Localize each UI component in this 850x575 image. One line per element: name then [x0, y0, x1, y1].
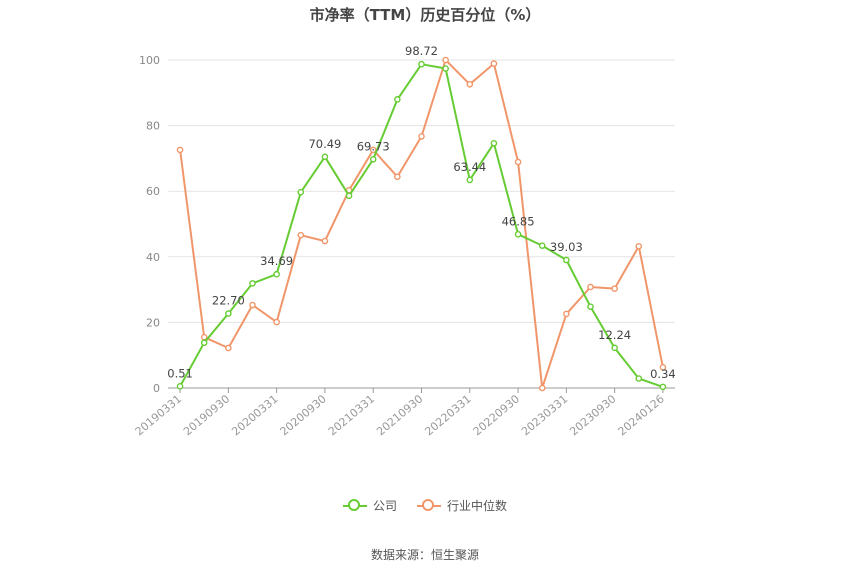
data-label: 22.70	[212, 294, 245, 308]
data-label: 0.34	[650, 367, 676, 381]
x-tick-label: 20240126	[616, 392, 667, 438]
series-point-1	[394, 173, 401, 181]
series-point-1	[538, 384, 546, 392]
x-tick-label: 20190930	[181, 392, 232, 438]
chart-title: 市净率（TTM）历史百分位（%）	[309, 6, 541, 24]
series-point-1	[297, 231, 305, 239]
data-label: 70.49	[308, 137, 341, 151]
x-tick-label: 20230331	[519, 392, 570, 438]
series-point-1	[249, 301, 256, 309]
series-point-1	[563, 310, 570, 318]
series-point-0	[273, 270, 280, 278]
legend-swatch	[417, 498, 441, 512]
series-point-0	[466, 176, 474, 184]
series-point-1	[369, 146, 377, 154]
y-tick-label: 20	[146, 316, 160, 329]
x-tick-label: 20210331	[326, 392, 377, 438]
data-label: 69.73	[357, 139, 390, 153]
data-label: 98.72	[405, 44, 438, 58]
y-tick-label: 60	[146, 185, 160, 198]
y-tick-label: 40	[146, 251, 160, 264]
data-label: 12.24	[598, 328, 631, 342]
series-point-1	[490, 60, 498, 67]
x-tick-label: 20230930	[567, 392, 618, 438]
source-note: 数据来源：恒生聚源	[370, 548, 479, 562]
data-label-layer: 0.51 22.70 34.69 70.49 69.73 98.72 63.44 46.85 3…	[167, 44, 675, 381]
series-point-1	[225, 344, 232, 352]
data-label: 63.44	[453, 160, 486, 174]
series-layer	[176, 56, 667, 392]
series-line-0	[179, 63, 664, 388]
series-point-1	[514, 158, 522, 166]
y-tick-label: 0	[153, 382, 160, 395]
series-point-0	[297, 188, 305, 196]
x-tick-label: 20200930	[278, 392, 329, 438]
series-point-0	[321, 153, 329, 161]
legend-item-0[interactable]: 公司	[342, 497, 397, 514]
series-point-0	[514, 231, 522, 238]
y-tick-label: 100	[139, 54, 160, 67]
series-point-0	[611, 344, 618, 352]
legend-label: 行业中位数	[447, 499, 508, 513]
series-point-1	[321, 237, 329, 245]
series-point-0	[345, 192, 353, 200]
series-point-1	[587, 283, 594, 291]
x-tick-label: 20220331	[422, 392, 473, 438]
series-point-0	[587, 303, 594, 310]
series-point-1	[442, 56, 449, 64]
series-point-0	[200, 339, 208, 347]
series-point-1	[273, 318, 280, 326]
series-point-0	[249, 280, 256, 287]
series-point-1	[176, 146, 184, 154]
series-point-0	[635, 375, 643, 382]
y-tick-label: 80	[146, 120, 160, 133]
series-point-1	[466, 80, 474, 88]
data-label: 39.03	[550, 240, 583, 254]
x-tick-label: 20200331	[229, 392, 280, 438]
series-point-0	[225, 310, 232, 317]
series-point-1	[611, 285, 618, 292]
x-tick-label: 20220930	[471, 392, 522, 438]
series-point-0	[176, 383, 184, 390]
legend-item-1[interactable]: 行业中位数	[417, 497, 507, 514]
series-point-0	[563, 256, 570, 264]
legend-swatch	[342, 498, 367, 512]
series-point-1	[418, 133, 425, 140]
legend: 公司 行业中位数	[0, 497, 850, 515]
series-point-0	[418, 60, 425, 68]
series-point-0	[659, 383, 667, 391]
series-point-0	[394, 96, 401, 103]
series-point-0	[490, 140, 498, 147]
series-line-1	[179, 59, 664, 389]
data-label: 0.51	[167, 366, 193, 380]
series-point-1	[635, 243, 643, 250]
axis-layer: 0 20 40 60 80 100 2019033120190930202003312020…	[133, 54, 675, 438]
series-point-1	[659, 364, 667, 371]
series-point-0	[538, 242, 546, 249]
data-label: 34.69	[260, 254, 293, 268]
x-tick-label: 20210930	[374, 392, 425, 438]
series-point-0	[442, 65, 449, 72]
line-chart: 0 20 40 60 80 100 2019033120190930202003312020…	[133, 44, 676, 438]
grid-layer	[168, 59, 675, 323]
series-point-0	[369, 155, 377, 163]
data-label: 46.85	[502, 214, 535, 228]
x-tick-label: 20190331	[133, 392, 184, 438]
legend-label: 公司	[372, 499, 397, 513]
